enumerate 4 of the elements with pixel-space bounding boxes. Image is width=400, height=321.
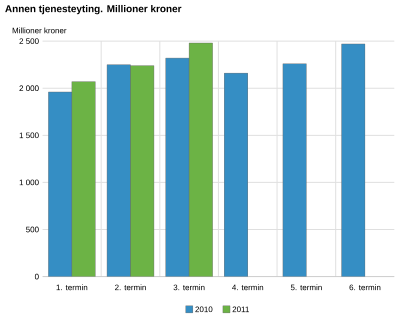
bar xyxy=(282,64,307,277)
chart-title: Annen tjenesteyting. Millioner kroner xyxy=(5,5,182,14)
bar xyxy=(341,44,366,277)
bar xyxy=(224,73,248,277)
